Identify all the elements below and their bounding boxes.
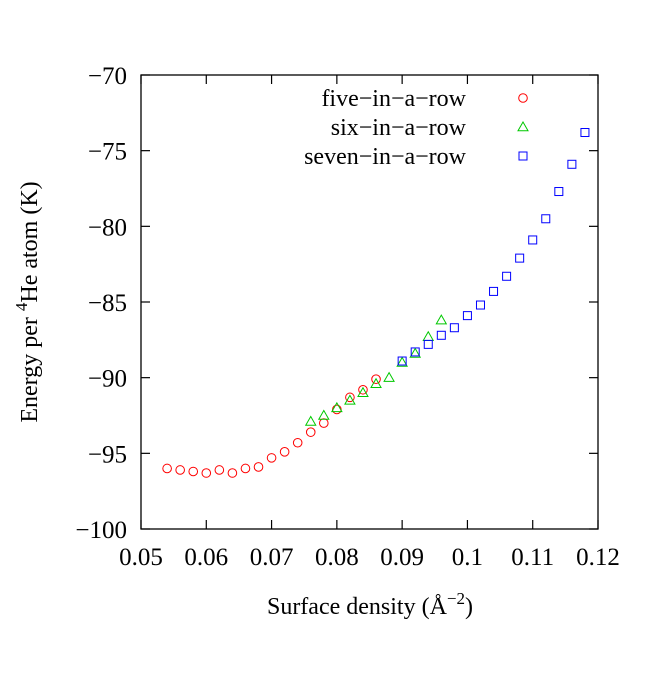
data-point-five-in-a-row	[266, 453, 277, 463]
legend-marker-six-in-a-row	[517, 120, 529, 132]
data-point-five-in-a-row	[227, 468, 238, 478]
data-point-five-in-a-row	[371, 374, 381, 384]
data-point-seven-in-a-row	[528, 235, 538, 245]
y-tick-labels: −100 −95 −90 −85 −80 −75 −70	[75, 63, 127, 544]
legend-marker-seven-in-a-row	[518, 151, 528, 161]
x-tick-label: 0.07	[250, 544, 294, 571]
data-point-five-in-a-row	[188, 466, 199, 477]
y-tick-label: −95	[88, 441, 127, 468]
data-point-seven-in-a-row	[462, 311, 472, 321]
data-point-seven-in-a-row	[541, 214, 551, 224]
legend-label-six-in-a-row: six−in−a−row	[331, 115, 467, 141]
data-point-five-in-a-row	[319, 418, 329, 428]
data-point-five-in-a-row	[345, 392, 355, 403]
y-tick-label: −90	[88, 366, 127, 393]
data-point-five-in-a-row	[214, 465, 225, 475]
data-point-seven-in-a-row	[397, 356, 407, 366]
x-tick-label: 0.05	[119, 544, 163, 571]
x-tick-label: 0.06	[184, 544, 228, 571]
data-point-seven-in-a-row	[449, 323, 459, 333]
y-tick-label: −100	[75, 517, 127, 544]
data-point-six-in-a-row	[344, 394, 356, 405]
data-point-six-in-a-row	[330, 401, 343, 413]
data-point-five-in-a-row	[292, 437, 303, 448]
x-axis-title: Surface density (Å−2)	[267, 589, 473, 620]
data-point-six-in-a-row	[422, 330, 435, 342]
legend-label-seven-in-a-row: seven−in−a−row	[304, 144, 467, 170]
y-tick-label: −75	[88, 139, 127, 166]
data-point-seven-in-a-row	[554, 187, 564, 197]
data-point-five-in-a-row	[162, 463, 172, 474]
data-point-seven-in-a-row	[567, 159, 577, 169]
data-point-six-in-a-row	[304, 415, 317, 426]
x-tick-label: 0.08	[315, 544, 359, 571]
series-seven-in-a-row	[397, 128, 590, 366]
data-point-seven-in-a-row	[502, 271, 512, 281]
data-point-six-in-a-row	[409, 347, 422, 358]
x-tick-label: 0.1	[452, 544, 483, 571]
data-point-five-in-a-row	[358, 384, 368, 395]
data-point-seven-in-a-row	[475, 300, 485, 310]
data-point-five-in-a-row	[305, 427, 316, 437]
x-axis-title-superscript: −2	[447, 589, 465, 608]
x-tick-label: 0.09	[380, 544, 424, 571]
data-point-five-in-a-row	[240, 463, 251, 474]
data-point-six-in-a-row	[396, 356, 409, 367]
data-point-five-in-a-row	[253, 462, 264, 472]
legend-marker-five-in-a-row	[518, 93, 528, 103]
series-five-in-a-row	[162, 374, 381, 478]
legend: five−in−a−row six−in−a−row seven−in−a−row	[304, 86, 529, 170]
x-tick-label: 0.11	[511, 544, 554, 571]
y-tick-label: −70	[88, 63, 127, 90]
data-point-five-in-a-row	[175, 465, 185, 475]
data-point-six-in-a-row	[317, 409, 330, 420]
data-point-six-in-a-row	[357, 386, 369, 398]
data-point-six-in-a-row	[435, 314, 448, 325]
data-point-seven-in-a-row	[423, 339, 433, 349]
data-point-seven-in-a-row	[515, 253, 525, 263]
y-axis-title-superscript: 4	[12, 302, 31, 311]
y-axis-title: Energy per 4He atom (K)	[12, 181, 43, 422]
data-points	[162, 128, 590, 478]
data-point-seven-in-a-row	[410, 347, 420, 357]
legend-label-five-in-a-row: five−in−a−row	[321, 86, 466, 112]
data-point-seven-in-a-row	[436, 330, 446, 340]
x-tick-label: 0.12	[576, 544, 620, 571]
data-point-six-in-a-row	[370, 377, 382, 388]
y-tick-label: −80	[88, 214, 127, 241]
x-tick-labels: 0.05 0.06 0.07 0.08 0.09 0.1 0.11 0.12	[119, 544, 620, 571]
data-point-five-in-a-row	[332, 404, 342, 415]
ticks	[140, 74, 599, 530]
data-point-seven-in-a-row	[489, 286, 499, 296]
y-tick-label: −85	[88, 290, 127, 317]
series-six-in-a-row	[304, 314, 448, 426]
data-point-five-in-a-row	[279, 447, 290, 457]
data-point-seven-in-a-row	[580, 128, 590, 138]
data-point-five-in-a-row	[201, 468, 212, 478]
data-point-six-in-a-row	[383, 371, 395, 382]
